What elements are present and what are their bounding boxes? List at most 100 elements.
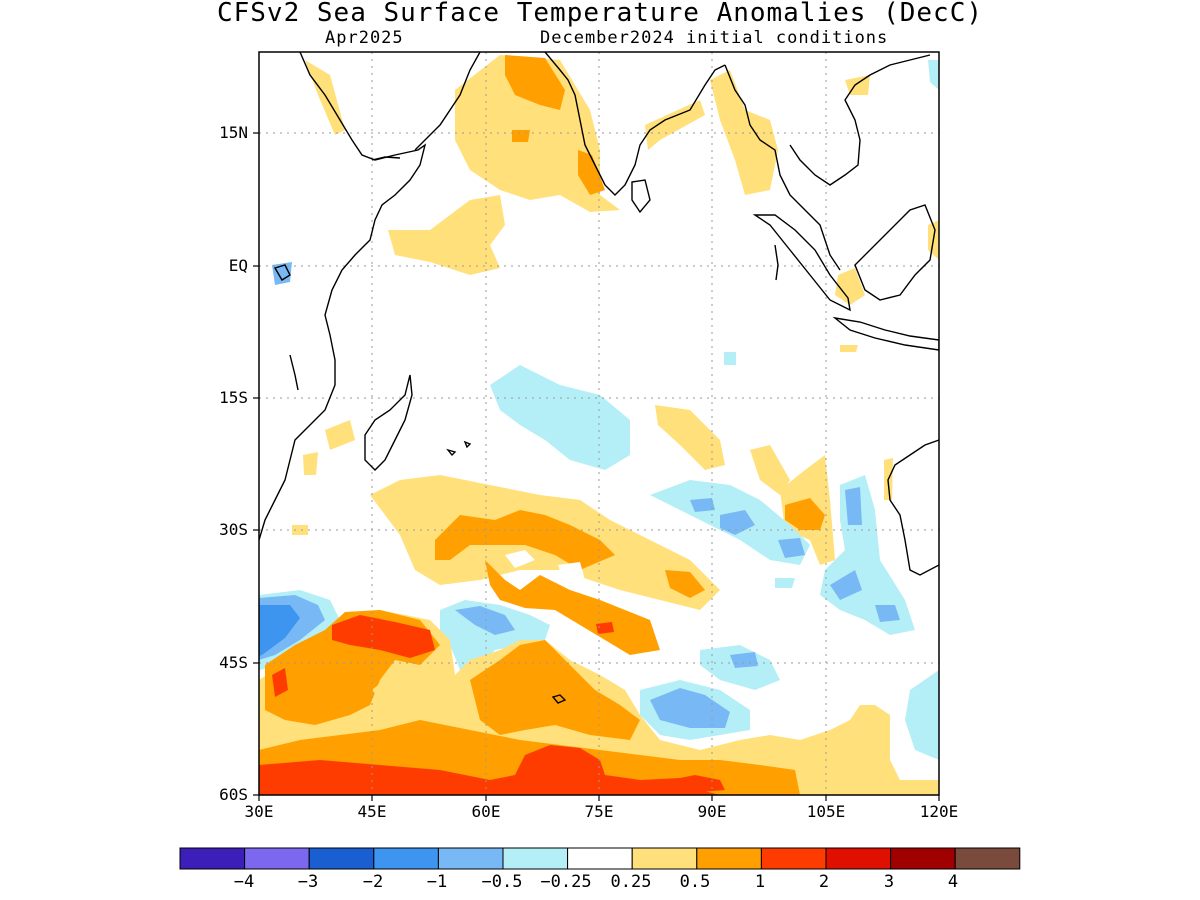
anomaly-patch <box>645 100 705 150</box>
colorbar-label: 3 <box>883 872 895 892</box>
lon-label-75e: 75E <box>584 802 614 821</box>
anomaly-patch <box>785 498 825 530</box>
anomaly-patch <box>485 560 660 655</box>
anomaly-patch <box>835 268 865 305</box>
lon-label-90e: 90E <box>697 802 727 821</box>
anomaly-patch <box>665 570 705 598</box>
anomaly-patch <box>305 60 345 135</box>
anomaly-patch <box>928 60 939 90</box>
anomaly-patch <box>750 445 790 495</box>
anomaly-patch <box>596 622 614 634</box>
anomaly-patch <box>905 670 939 760</box>
lat-label-60s: 60S <box>219 785 248 804</box>
lon-label-120e: 120E <box>919 802 959 821</box>
anomaly-patch <box>578 150 605 195</box>
coastlines <box>259 52 939 704</box>
sri-lanka <box>631 179 651 214</box>
lat-label-15s: 15S <box>219 388 248 407</box>
lat-label-30s: 30S <box>219 520 248 539</box>
arabia-coast <box>414 52 481 151</box>
colorbar-swatch <box>437 847 504 870</box>
anomaly-patch <box>332 615 435 658</box>
mozambique-channel-coast <box>289 354 299 391</box>
anomaly-patch <box>845 487 862 525</box>
axis-ticks <box>253 132 940 801</box>
anomaly-patch <box>512 130 530 142</box>
anomaly-patch <box>778 538 805 558</box>
anomaly-patch <box>724 352 736 365</box>
anomaly-patch <box>830 570 862 600</box>
africa-arabia-coast <box>259 52 427 541</box>
anomaly-patch <box>435 510 615 570</box>
anomaly-patch <box>259 605 300 656</box>
colorbar-label: −1 <box>426 872 448 892</box>
anomaly-patch <box>690 498 715 512</box>
colorbar-swatch <box>244 847 310 870</box>
australia-west-coast <box>887 439 939 576</box>
colorbar-label: −0.5 <box>481 872 523 892</box>
colorbar-label: 1 <box>754 872 766 892</box>
anomaly-patch <box>505 55 565 110</box>
anomaly-patch <box>775 578 795 588</box>
anomaly-patch <box>388 195 505 275</box>
india-coast <box>544 52 726 196</box>
anomaly-patch <box>372 675 402 705</box>
lat-label-15n: 15N <box>219 123 248 142</box>
colorbar-swatch <box>179 847 246 870</box>
sumatra <box>752 214 851 312</box>
anomaly-patch <box>325 420 355 450</box>
java <box>832 316 939 351</box>
anomaly-patch <box>292 525 308 535</box>
lon-label-30e: 30E <box>244 802 274 821</box>
colorbar-swatch <box>954 847 1021 870</box>
myanmar-malaysia-coast <box>724 64 841 271</box>
anomaly-patch <box>490 365 630 470</box>
anomaly-patch <box>670 775 725 792</box>
forecast-month: Apr2025 <box>325 28 404 48</box>
colorbar-label: −2 <box>362 872 384 892</box>
lat-label-45s: 45S <box>219 653 248 672</box>
lat-label-eq: EQ <box>228 256 248 275</box>
anomaly-patch <box>303 452 318 475</box>
anomaly-patch <box>840 345 858 352</box>
colorbar-label: 4 <box>947 872 959 892</box>
anomaly-patch <box>505 550 535 568</box>
reunion <box>463 440 472 449</box>
colorbar-label: 2 <box>818 872 830 892</box>
madagascar <box>364 374 413 471</box>
colorbar-label: 0.5 <box>679 872 711 892</box>
colorbar-swatch <box>760 847 827 870</box>
colorbar-swatch <box>308 847 375 870</box>
anomaly-patch <box>730 652 758 668</box>
initial-conditions: December2024 initial conditions <box>540 28 889 48</box>
lon-label-60e: 60E <box>471 802 501 821</box>
colorbar-swatch <box>373 847 439 870</box>
andaman <box>774 244 779 281</box>
anomaly-patch <box>655 405 725 470</box>
anomaly-patch <box>558 562 585 585</box>
colorbar-swatch <box>696 847 762 870</box>
borneo <box>854 204 936 301</box>
anomaly-patch <box>720 510 755 535</box>
colorbar-swatch <box>825 847 892 870</box>
anomaly-patch <box>455 606 515 635</box>
anomaly-patch <box>875 605 900 622</box>
colorbar-swatch <box>502 847 569 870</box>
indochina-coast <box>789 54 931 186</box>
map-title: CFSv2 Sea Surface Temperature Anomalies … <box>216 0 984 28</box>
colorbar-label: 0.25 <box>610 872 652 892</box>
colorbar-label: −4 <box>233 872 255 892</box>
gulf-of-aden <box>371 156 401 161</box>
small-island <box>273 264 291 281</box>
lon-label-45e: 45E <box>357 802 387 821</box>
anomaly-patch <box>470 640 640 740</box>
colorbar-label: −0.25 <box>540 872 592 892</box>
colorbar <box>179 847 1021 870</box>
mauritius <box>446 448 457 457</box>
anomaly-patch <box>650 688 730 728</box>
colorbar-swatch <box>631 847 698 870</box>
colorbar-label: −3 <box>297 872 319 892</box>
colorbar-swatch <box>567 847 633 870</box>
anomaly-patch <box>259 745 720 795</box>
